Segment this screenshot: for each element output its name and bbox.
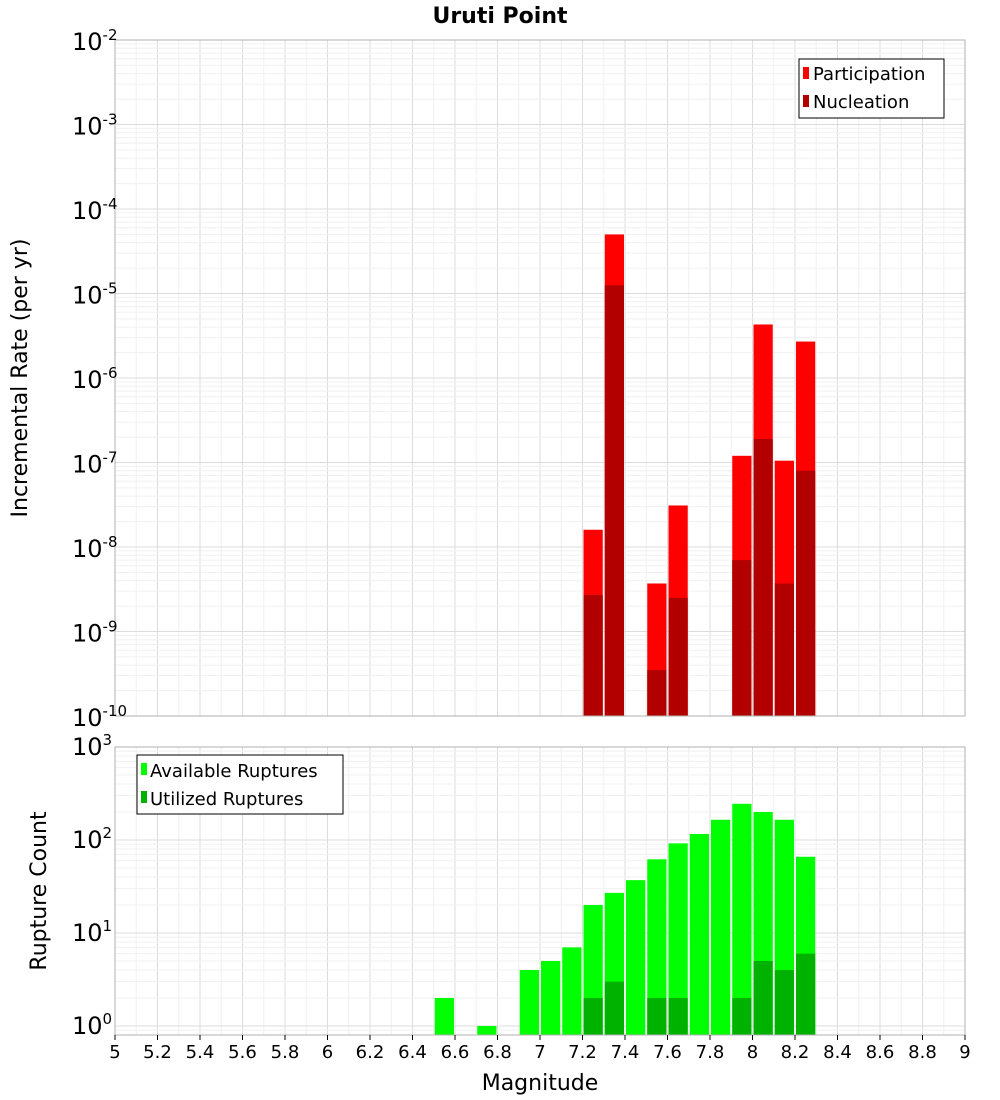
x-tick-label: 5.8 [271,1042,300,1063]
utilized-ruptures-bar [796,953,816,1035]
y-tick-label: 10-9 [72,618,118,648]
x-tick-label: 5.2 [143,1042,172,1063]
x-tick-label: 5.6 [228,1042,257,1063]
x-tick-label: 5.4 [186,1042,215,1063]
x-tick-label: 8.2 [781,1042,810,1063]
rate-legend-box [798,58,945,119]
rate-bars [583,234,816,717]
x-tick-label: 7 [534,1042,545,1063]
count-panel: 100 101 102 103 Rupture Count Available Rup… [27,731,966,1040]
utilized-ruptures-bar [753,960,773,1035]
available-ruptures-bar [626,880,646,1035]
available-ruptures-bar [562,947,582,1035]
x-tick-label: 7.8 [696,1042,725,1063]
rate-panel: 10-10 10-9 10-8 10-7 10-6 10-5 10-4 10-3 10-2 In… [8,26,966,732]
x-axis: 5 5.2 5.4 5.6 5.8 6 6.2 6.4 6.6 6.8 7 7.2 7.4 7.6 7.8 8… [109,1035,971,1063]
available-ruptures-bar [732,803,752,1035]
utilized-ruptures-bar [647,997,667,1035]
available-ruptures-bar [668,843,688,1035]
participation-legend-label: Participation [813,64,925,85]
y-tick-label: 10-7 [72,449,118,479]
count-y-ticks: 100 101 102 103 [72,731,112,1040]
y-tick-label: 101 [72,917,112,947]
chart-title: Uruti Point [432,4,568,29]
y-tick-label: 10-10 [72,702,127,732]
rate-legend: Participation Nucleation [798,58,945,119]
x-tick-label: 6 [322,1042,333,1063]
x-tick-label: 6.8 [483,1042,512,1063]
available-ruptures-bar [711,819,731,1035]
x-tick-label: 8.4 [823,1042,852,1063]
rate-y-ticks: 10-10 10-9 10-8 10-7 10-6 10-5 10-4 10-3 10-2 [72,26,127,732]
x-axis-label: Magnitude [482,1071,599,1096]
y-tick-label: 10-6 [72,364,118,394]
nucleation-legend-label: Nucleation [813,92,909,113]
count-legend-box [136,754,344,815]
utilized-ruptures-bar [604,981,624,1035]
available-ruptures-bar [647,859,667,1035]
x-tick-label: 6.2 [356,1042,385,1063]
nucleation-bar [604,285,624,716]
rate-plot-frame [114,39,966,717]
rate-y-axis-label: Incremental Rate (per yr) [8,239,33,518]
available-ruptures-bar [689,834,709,1035]
count-y-axis-label: Rupture Count [27,811,52,971]
x-tick-label: 9 [959,1042,970,1063]
utilized-ruptures-bar [774,969,794,1035]
nucleation-bar [774,583,794,716]
x-tick-label: 6.6 [441,1042,470,1063]
nucleation-bar [583,595,603,716]
y-tick-label: 10-2 [72,26,118,56]
x-tick-label: 7.2 [568,1042,597,1063]
x-tick-label: 5 [109,1042,120,1063]
y-tick-label: 10-4 [72,195,118,225]
available-legend-label: Available Ruptures [150,761,318,782]
y-tick-label: 10-8 [72,533,118,563]
utilized-ruptures-bar [732,997,752,1035]
utilized-ruptures-bar [668,997,688,1035]
x-tick-label: 7.6 [653,1042,682,1063]
available-ruptures-bar [519,969,539,1035]
utilized-legend-label: Utilized Ruptures [150,789,303,810]
count-bars [434,803,816,1035]
x-tick-label: 8.8 [908,1042,937,1063]
y-tick-label: 10-5 [72,280,118,310]
rate-grid [114,39,966,717]
x-tick-label: 8 [747,1042,758,1063]
nucleation-bar [668,597,688,716]
y-tick-label: 10-3 [72,111,118,141]
available-legend-swatch [141,763,147,775]
x-tick-label: 6.4 [398,1042,427,1063]
utilized-legend-swatch [141,791,147,803]
participation-legend-swatch [803,67,809,79]
y-tick-label: 103 [72,731,112,761]
nucleation-bar [732,560,752,716]
nucleation-bar [796,470,816,716]
available-ruptures-bar [541,960,561,1035]
nucleation-bar [647,670,667,716]
utilized-ruptures-bar [583,997,603,1035]
nucleation-bar [753,438,773,716]
x-tick-label: 7.4 [611,1042,640,1063]
y-tick-label: 102 [72,824,112,854]
available-ruptures-bar [434,997,454,1035]
x-tick-label: 8.6 [866,1042,895,1063]
available-ruptures-bar [477,1025,497,1035]
nucleation-legend-swatch [803,95,809,107]
count-legend: Available Ruptures Utilized Ruptures [136,754,344,815]
y-tick-label: 100 [72,1010,112,1040]
